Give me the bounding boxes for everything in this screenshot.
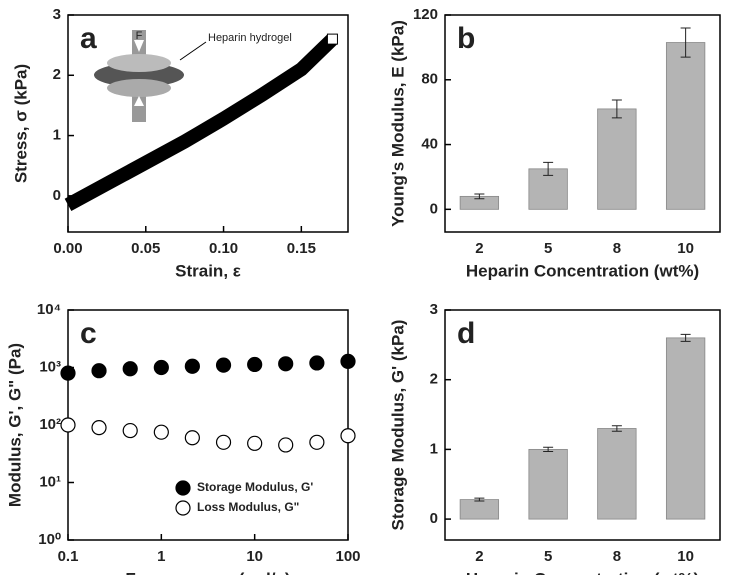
y-axis-title: Young's Modulus, E (kPa) bbox=[388, 20, 407, 227]
x-tick-label: 8 bbox=[613, 548, 621, 565]
y-tick-label: 10¹ bbox=[39, 473, 61, 490]
y-tick-label: 2 bbox=[53, 66, 61, 83]
x-tick-label: 10 bbox=[677, 548, 694, 565]
error-bar bbox=[543, 446, 554, 452]
plot-frame bbox=[444, 309, 721, 541]
data-point bbox=[247, 435, 263, 451]
x-tick-label: 2 bbox=[475, 240, 483, 257]
error-bar bbox=[474, 193, 485, 200]
y-axis-title: Modulus, G', G" (Pa) bbox=[5, 343, 24, 507]
data-point bbox=[60, 365, 76, 381]
end-marker bbox=[326, 33, 338, 45]
annotation: Heparin hydrogel bbox=[208, 32, 292, 44]
x-tick-label: 0.00 bbox=[53, 240, 82, 257]
error-bar bbox=[611, 425, 622, 432]
data-point bbox=[215, 357, 232, 373]
y-tick-label: 1 bbox=[53, 127, 61, 144]
data-point bbox=[215, 434, 232, 450]
data-point bbox=[91, 363, 107, 379]
data-line bbox=[64, 34, 338, 212]
y-axis-title: Storage Modulus, G' (kPa) bbox=[388, 320, 407, 531]
x-tick-label: 10 bbox=[246, 548, 263, 565]
error-bar bbox=[543, 161, 554, 176]
panel-label: b bbox=[457, 22, 475, 55]
data-point bbox=[122, 422, 138, 439]
plot-frame bbox=[444, 14, 721, 233]
data-point bbox=[153, 424, 169, 440]
y-axis-title: Stress, σ (kPa) bbox=[11, 64, 30, 183]
legend-label: Loss Modulus, G" bbox=[197, 500, 299, 514]
y-tick-label: 10³ bbox=[39, 358, 61, 375]
data-point bbox=[309, 355, 325, 371]
x-tick-label: 0.15 bbox=[287, 240, 316, 257]
data-point bbox=[309, 434, 325, 450]
legend-marker bbox=[175, 500, 191, 516]
bar bbox=[459, 499, 500, 520]
error-bar bbox=[680, 333, 691, 342]
x-tick-label: 5 bbox=[544, 548, 552, 565]
y-tick-label: 10² bbox=[39, 416, 61, 433]
y-tick-label: 0 bbox=[430, 200, 438, 217]
x-tick-label: 100 bbox=[335, 548, 360, 565]
y-tick-label: 0 bbox=[430, 510, 438, 527]
data-point bbox=[91, 420, 107, 436]
x-axis-title: Strain, ε bbox=[175, 261, 241, 280]
data-point bbox=[184, 358, 200, 374]
error-bar bbox=[611, 99, 622, 119]
legend-marker bbox=[175, 480, 191, 496]
y-tick-label: 1 bbox=[430, 440, 438, 457]
error-bar bbox=[474, 497, 485, 502]
plot-frame bbox=[67, 14, 349, 233]
x-tick-label: 1 bbox=[157, 548, 165, 565]
x-axis-title: Frequency, ω (rad/s) bbox=[125, 569, 290, 575]
bar bbox=[665, 42, 706, 210]
inset-label: F bbox=[136, 30, 143, 42]
x-tick-label: 10 bbox=[677, 240, 694, 257]
y-tick-label: 10⁰ bbox=[38, 531, 61, 548]
data-point bbox=[340, 428, 356, 444]
panel-label: c bbox=[80, 317, 97, 350]
x-tick-label: 0.10 bbox=[209, 240, 238, 257]
data-point bbox=[60, 417, 76, 433]
data-point bbox=[122, 361, 138, 377]
bar bbox=[597, 428, 637, 520]
data-point bbox=[278, 437, 294, 453]
x-tick-label: 8 bbox=[613, 240, 621, 257]
y-tick-label: 3 bbox=[53, 6, 61, 23]
legend-label: Storage Modulus, G' bbox=[197, 480, 313, 494]
data-point bbox=[247, 356, 263, 373]
y-tick-label: 10⁴ bbox=[37, 301, 61, 318]
data-point bbox=[153, 359, 169, 376]
y-tick-label: 40 bbox=[421, 136, 438, 153]
bar bbox=[528, 448, 568, 520]
x-tick-label: 0.05 bbox=[131, 240, 160, 257]
data-point bbox=[184, 430, 200, 446]
x-axis-title: Heparin Concentration (wt%) bbox=[466, 261, 699, 280]
x-tick-label: 5 bbox=[544, 240, 552, 257]
y-tick-label: 0 bbox=[53, 187, 61, 204]
x-tick-label: 0.1 bbox=[58, 548, 79, 565]
y-tick-label: 80 bbox=[421, 71, 438, 88]
y-tick-label: 3 bbox=[430, 301, 438, 318]
x-axis-title: Heparin Concentration (wt%) bbox=[466, 569, 699, 575]
inset-drawing bbox=[94, 30, 207, 122]
panel-label: d bbox=[457, 317, 475, 350]
y-tick-label: 2 bbox=[430, 371, 438, 388]
error-bar bbox=[680, 27, 691, 58]
data-point bbox=[278, 356, 294, 372]
x-tick-label: 2 bbox=[475, 548, 483, 565]
bar bbox=[665, 337, 706, 520]
y-tick-label: 120 bbox=[413, 6, 438, 23]
panel-label: a bbox=[80, 22, 97, 55]
bar bbox=[597, 108, 637, 210]
data-point bbox=[340, 353, 356, 369]
